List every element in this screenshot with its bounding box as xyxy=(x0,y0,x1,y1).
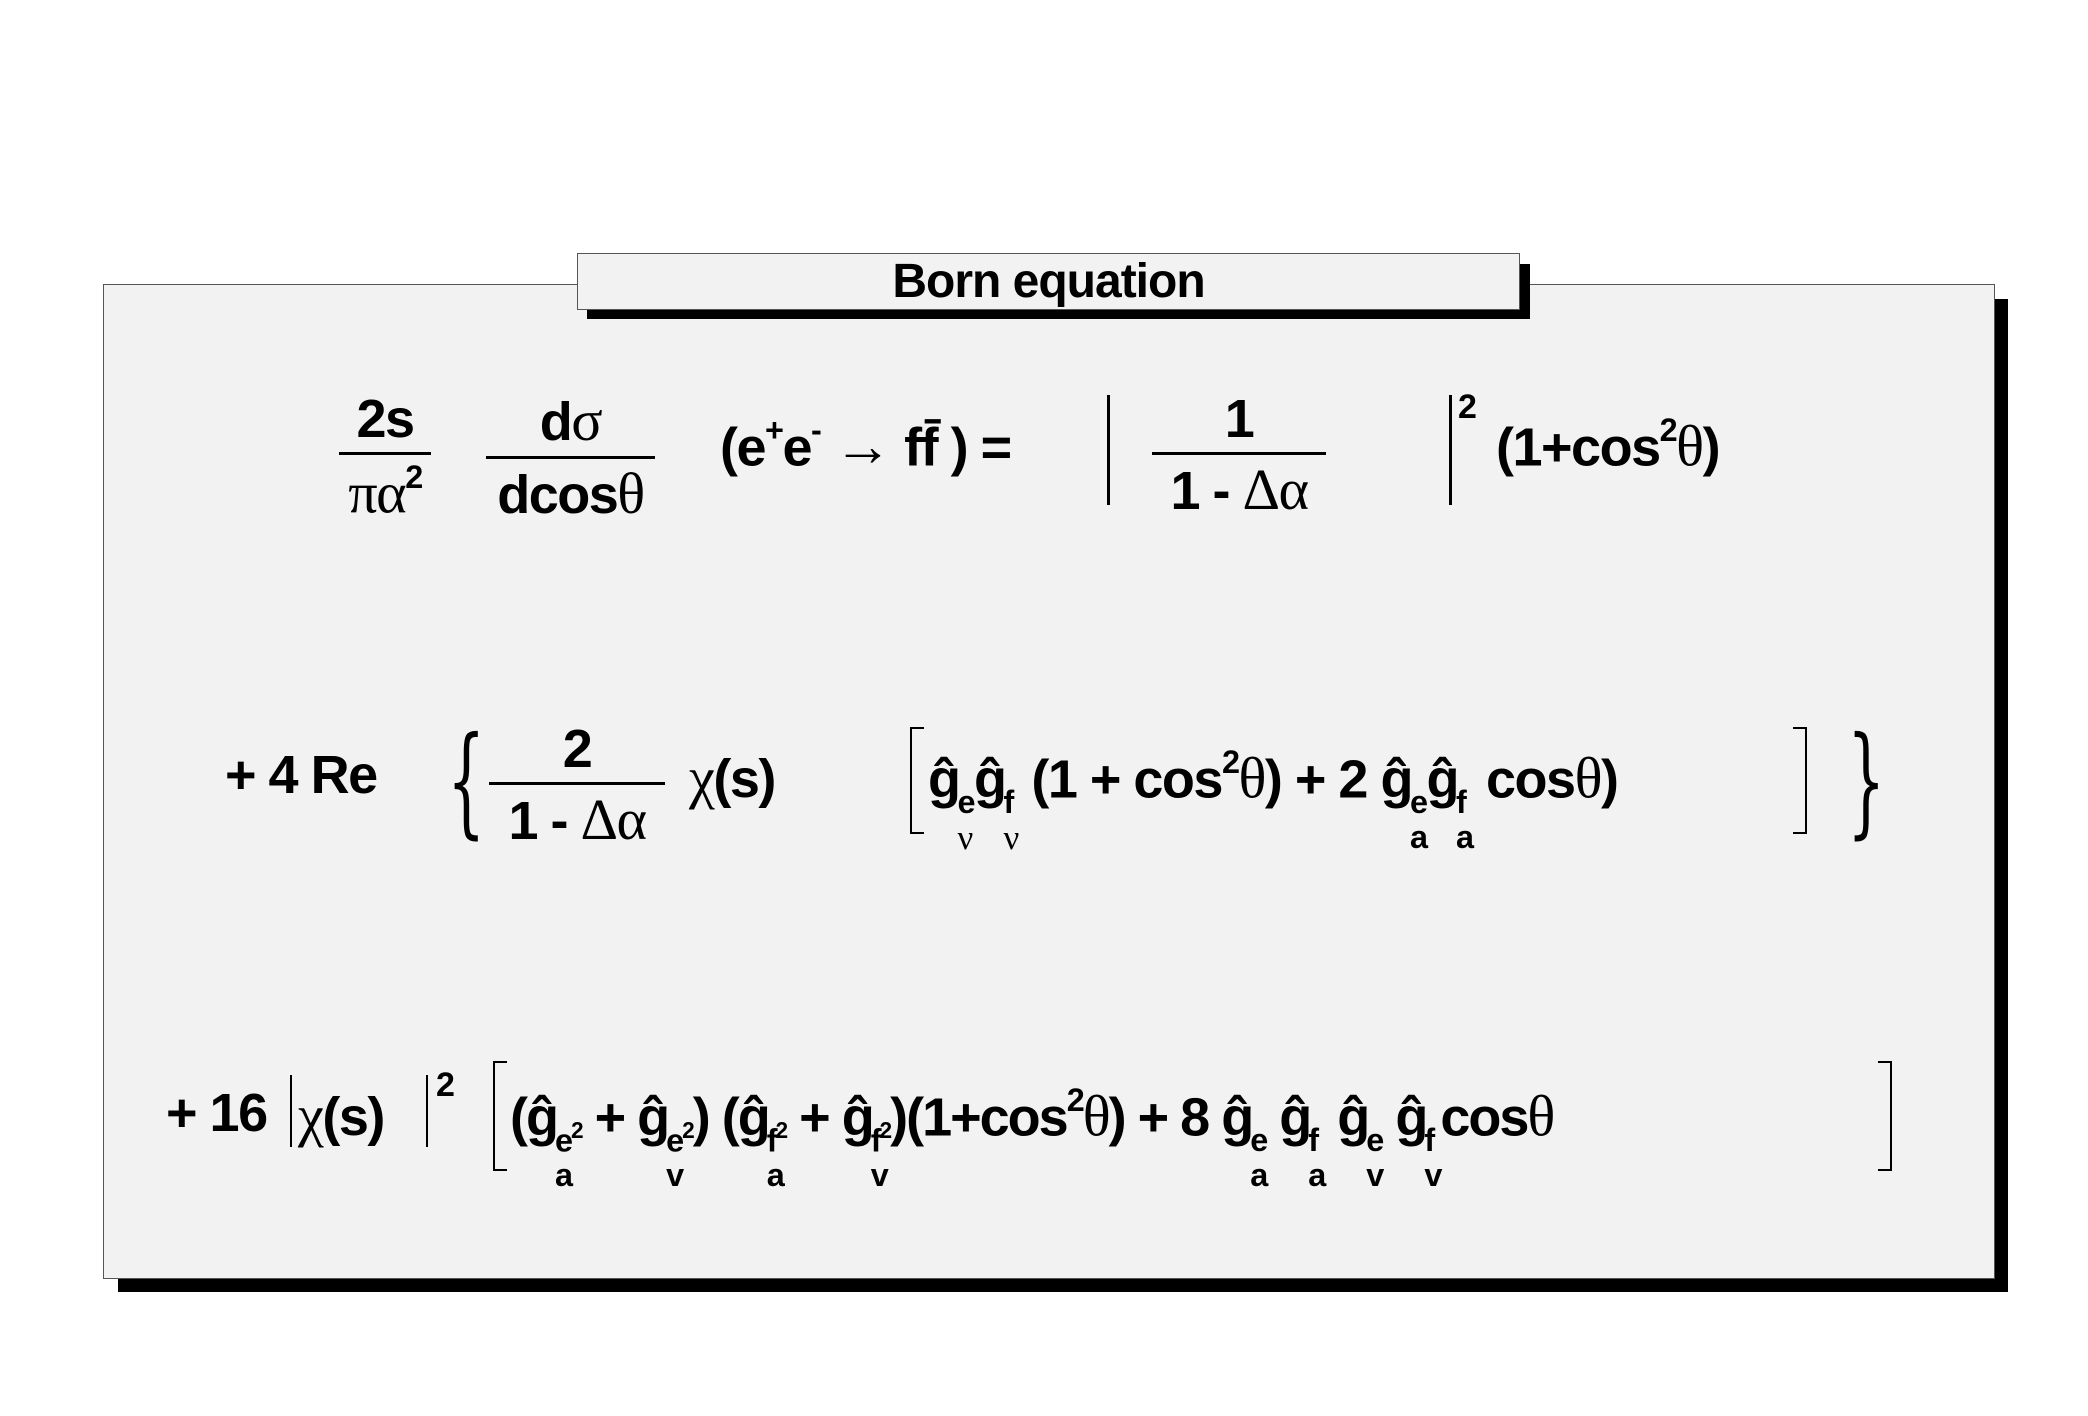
fraction-dsigma-dcostheta: dσ dcosθ xyxy=(486,391,655,524)
quadratic-coupling-terms: (ĝ e2 a + ĝ e2 v) (ĝ f2 a + ĝ f2 v)(1+cos2θ) + 8… xyxy=(510,1082,1555,1193)
left-brace: { xyxy=(447,712,486,851)
abs-bar-right xyxy=(1449,395,1452,505)
equation-panel xyxy=(103,284,1995,1279)
right-brace: } xyxy=(1847,712,1886,851)
row2-lead: + 4 Re xyxy=(225,745,378,805)
fraction-2s-over-pi-alpha: 2s πα2 xyxy=(339,392,431,523)
process-ee-to-ff: (e+e- → ff̄ ) = xyxy=(720,412,1012,479)
fraction-2-over-1-minus-delta-alpha: 2 1 - Δα xyxy=(489,722,665,849)
abs-chi-right xyxy=(426,1075,428,1147)
angular-term: (1+cos2θ) xyxy=(1496,412,1721,479)
left-bracket-row3 xyxy=(493,1061,507,1171)
abs-squared-exponent: 2 xyxy=(1458,388,1477,426)
fraction-1-over-1-minus-delta-alpha: 1 1 - Δα xyxy=(1152,392,1326,519)
right-bracket-row3 xyxy=(1878,1061,1892,1171)
abs-chi-exponent: 2 xyxy=(436,1066,455,1104)
right-bracket xyxy=(1793,727,1807,834)
left-bracket xyxy=(910,727,924,834)
panel-title: Born equation xyxy=(577,253,1520,310)
abs-bar-left xyxy=(1107,395,1110,505)
abs-chi-left xyxy=(290,1075,292,1147)
row3-lead: + 16 xyxy=(166,1083,268,1143)
chi-s-abs: χ(s) xyxy=(298,1083,385,1148)
chi-s: χ(s) xyxy=(689,745,776,810)
